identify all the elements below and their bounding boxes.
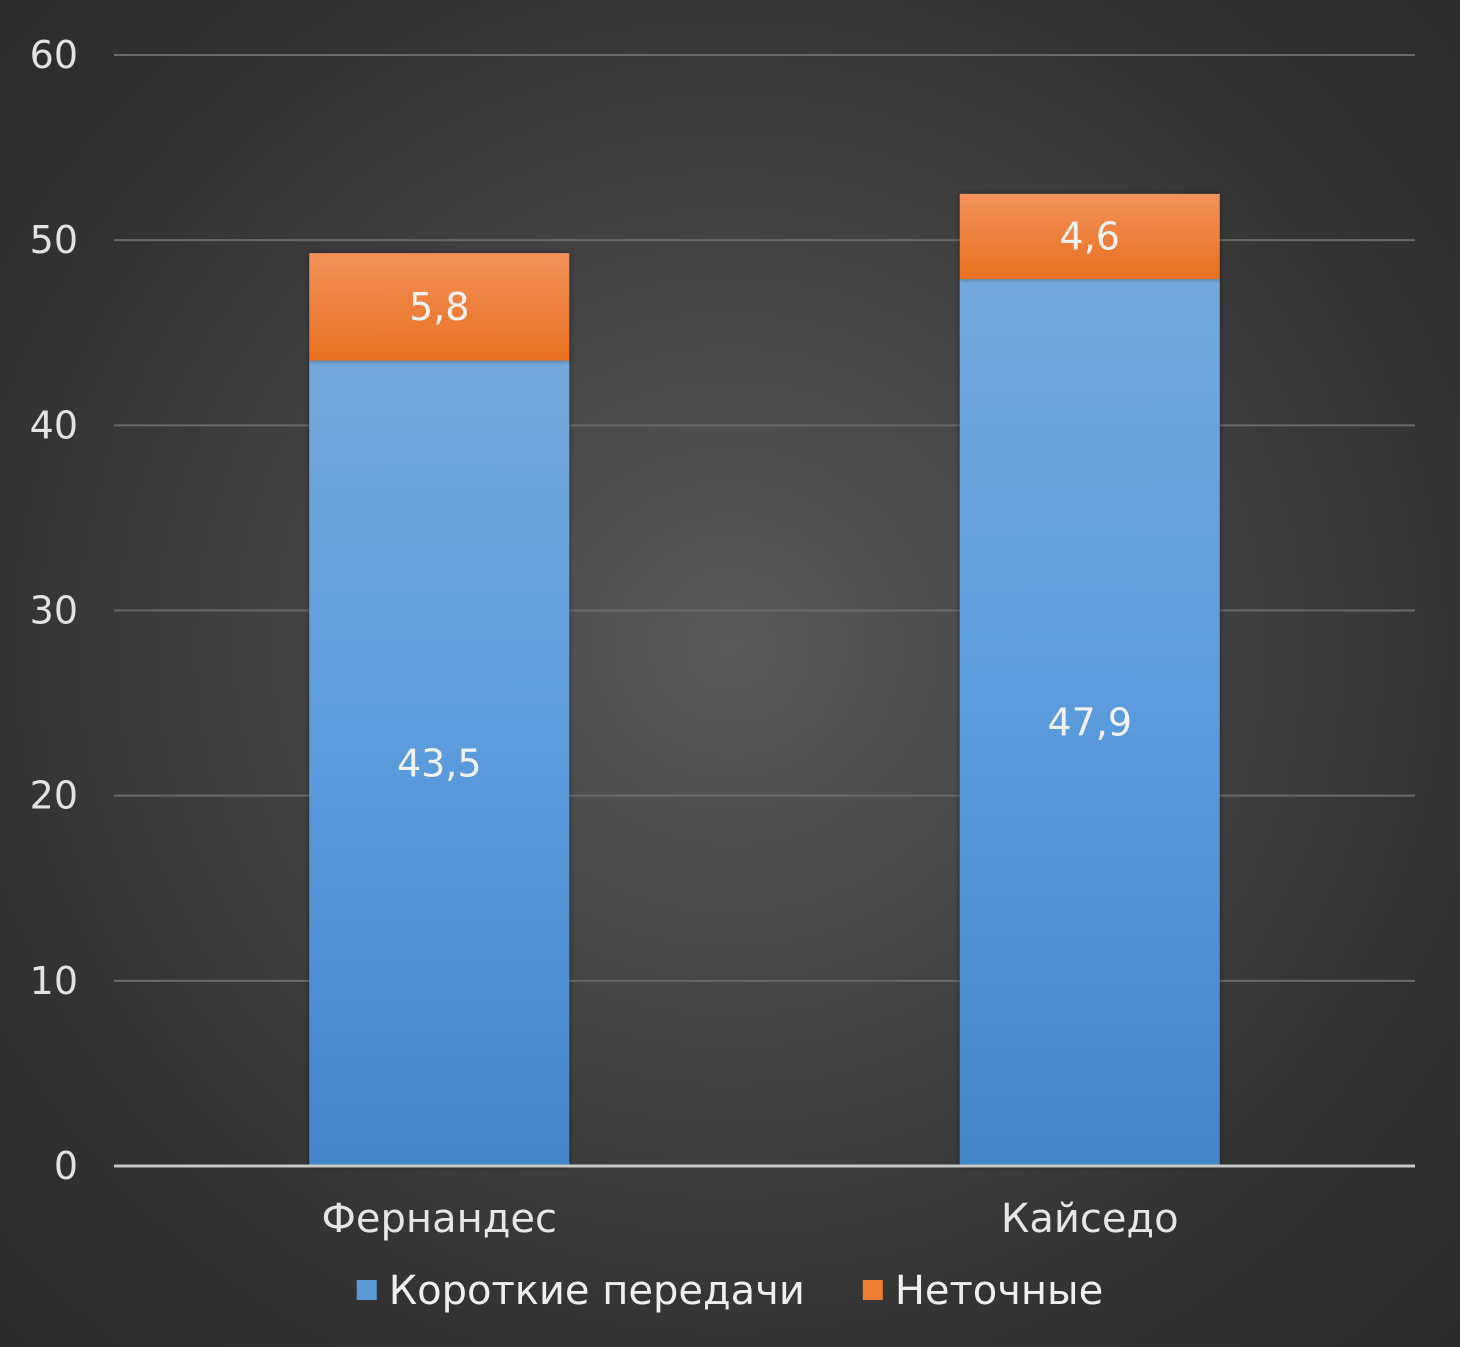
x-category-label: Кайседо (1001, 1196, 1179, 1242)
data-label: 5,8 (409, 285, 469, 329)
y-tick-label: 30 (30, 589, 78, 633)
bar-segment-short-passes (309, 360, 570, 1166)
data-labels: 43,5 5,8 47,9 4,6 (397, 214, 1132, 785)
x-category-label: Фернандес (321, 1196, 557, 1242)
y-tick-label: 50 (30, 218, 78, 262)
legend-swatch (356, 1280, 377, 1300)
y-tick-label: 20 (30, 774, 78, 818)
bars (309, 193, 1220, 1167)
bar-segment-inaccurate (309, 253, 570, 361)
bar-segment-short-passes (959, 279, 1220, 1167)
y-tick-label: 40 (30, 403, 78, 447)
legend: Короткие передачи Неточные (356, 1268, 1103, 1314)
bar-segment-inaccurate (959, 193, 1220, 280)
y-tick-label: 0 (54, 1144, 78, 1188)
data-label: 43,5 (397, 741, 482, 785)
y-tick-label: 60 (30, 33, 78, 77)
legend-label: Неточные (895, 1268, 1103, 1314)
legend-label: Короткие передачи (389, 1268, 805, 1314)
y-tick-label: 10 (30, 959, 78, 1003)
y-axis-ticks: 0 10 20 30 40 50 60 (30, 33, 78, 1188)
gridlines (114, 54, 1415, 982)
x-axis-categories: Фернандес Кайседо (321, 1196, 1178, 1242)
legend-swatch (862, 1280, 883, 1300)
data-label: 47,9 (1047, 701, 1132, 745)
data-label: 4,6 (1060, 214, 1120, 258)
